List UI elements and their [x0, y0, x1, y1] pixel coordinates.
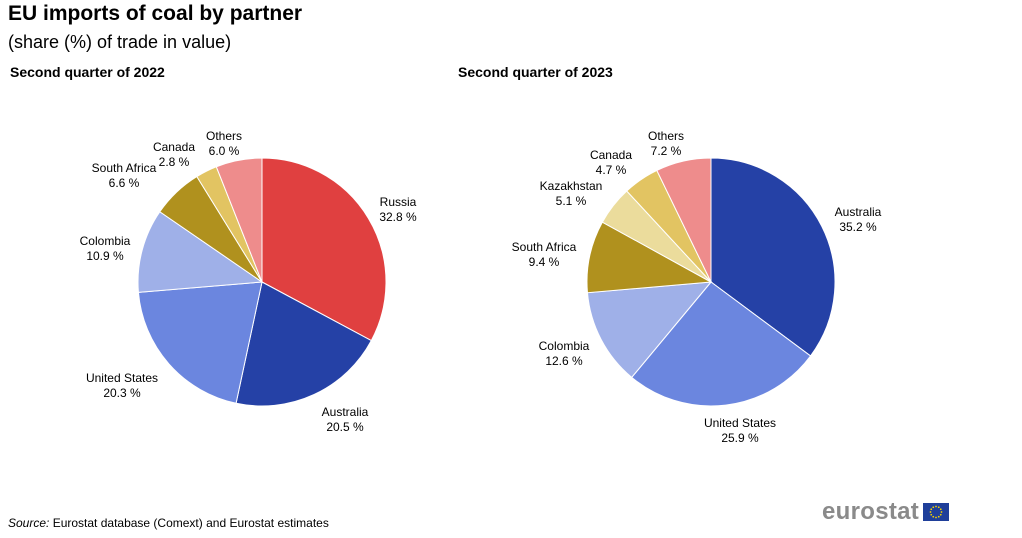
slice-value-label: 7.2 %: [651, 144, 682, 158]
pie-slice-colombia: [586, 281, 713, 379]
pie-title-2023: Second quarter of 2023: [458, 64, 613, 80]
pie-slice-australia: [710, 157, 836, 357]
logo-wordmark: eurostat: [822, 498, 920, 525]
pie-slice-others: [215, 157, 263, 283]
pie-2023: Australia 35.2 % United States 25.9 % Colomb…: [512, 129, 882, 445]
pie-title-2022: Second quarter of 2022: [10, 64, 165, 80]
flag-star: [937, 515, 940, 518]
slice-value-label: 4.7 %: [596, 163, 627, 177]
eurostat-logo: eurostat: [822, 498, 950, 526]
slice-category-label: Colombia: [80, 234, 131, 248]
pie-slice-colombia: [137, 211, 264, 293]
slice-category-label: Colombia: [539, 339, 590, 353]
flag-star: [935, 516, 937, 519]
flag-star: [932, 515, 935, 518]
slice-value-label: 25.9 %: [721, 431, 759, 445]
flag-star: [932, 506, 935, 509]
pie-slice-others: [656, 157, 712, 283]
slice-label-colombia: Colombia 10.9 %: [80, 234, 131, 263]
slice-label-south-africa: South Africa 6.6 %: [92, 161, 157, 190]
pie-slice-united-states: [137, 281, 263, 404]
slice-label-others: Others 7.2 %: [648, 129, 684, 158]
slice-category-label: Kazakhstan: [540, 179, 603, 193]
slice-category-label: Others: [206, 129, 242, 143]
slice-value-label: 12.6 %: [545, 354, 583, 368]
chart-title: EU imports of coal by partner: [8, 2, 303, 25]
slice-category-label: Others: [648, 129, 684, 143]
pie-2022: Russia 32.8 % Australia 20.5 % United States…: [80, 129, 417, 434]
slice-category-label: United States: [86, 371, 158, 385]
slice-label-united-states: United States 25.9 %: [704, 416, 776, 445]
slice-label-others: Others 6.0 %: [206, 129, 242, 158]
flag-star: [940, 511, 943, 513]
chart-subtitle: (share (%) of trade in value): [8, 32, 232, 52]
slice-label-canada: Canada 2.8 %: [153, 140, 195, 169]
source-label: Source:: [8, 516, 50, 530]
slice-label-australia: Australia 20.5 %: [322, 405, 369, 434]
slice-label-canada: Canada 4.7 %: [590, 148, 632, 177]
slice-category-label: Russia: [380, 195, 417, 209]
slice-category-label: United States: [704, 416, 776, 430]
flag-star: [939, 513, 942, 516]
slice-category-label: South Africa: [512, 240, 577, 254]
pie-slice-russia: [261, 157, 387, 342]
slice-value-label: 2.8 %: [159, 155, 190, 169]
slice-label-colombia: Colombia 12.6 %: [539, 339, 590, 368]
slice-value-label: 32.8 %: [379, 210, 417, 224]
flag-star: [930, 513, 933, 516]
flag-star: [939, 508, 942, 511]
slice-value-label: 35.2 %: [839, 220, 877, 234]
slice-value-label: 6.0 %: [209, 144, 240, 158]
source-text: Eurostat database (Comext) and Eurostat …: [49, 516, 329, 530]
eu-flag-icon: [923, 503, 950, 521]
pie-slice-australia: [235, 281, 372, 407]
slice-label-australia: Australia 35.2 %: [835, 205, 882, 234]
slice-category-label: Australia: [835, 205, 882, 219]
slice-value-label: 5.1 %: [556, 194, 587, 208]
flag-star: [930, 508, 933, 511]
slice-category-label: Canada: [153, 140, 195, 154]
slice-value-label: 10.9 %: [86, 249, 124, 263]
slice-label-south-africa: South Africa 9.4 %: [512, 240, 577, 269]
flag-star: [935, 505, 937, 508]
slice-category-label: South Africa: [92, 161, 157, 175]
flag-star: [929, 511, 932, 513]
slice-category-label: Australia: [322, 405, 369, 419]
source-note: Source: Eurostat database (Comext) and E…: [8, 516, 329, 530]
slice-value-label: 20.5 %: [326, 420, 364, 434]
slice-value-label: 9.4 %: [529, 255, 560, 269]
slice-value-label: 20.3 %: [103, 386, 141, 400]
slice-label-united-states: United States 20.3 %: [86, 371, 158, 400]
slice-label-kazakhstan: Kazakhstan 5.1 %: [540, 179, 603, 208]
slice-label-russia: Russia 32.8 %: [379, 195, 417, 224]
slice-category-label: Canada: [590, 148, 632, 162]
slice-value-label: 6.6 %: [109, 176, 140, 190]
flag-star: [937, 506, 940, 509]
pie-slice-united-states: [631, 281, 812, 407]
